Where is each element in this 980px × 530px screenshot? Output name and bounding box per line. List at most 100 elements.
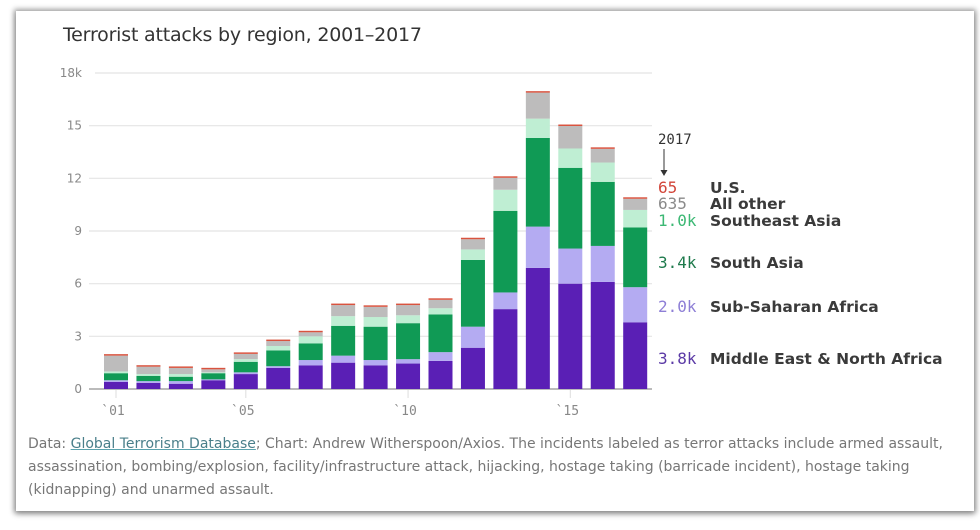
source-link[interactable]: Global Terrorism Database (70, 436, 256, 452)
bar-segment-south-asia (460, 259, 485, 327)
bar-segment-u-s (460, 237, 485, 240)
bar-segment-southeast-asia (331, 316, 356, 326)
y-tick-label: 0 (74, 382, 82, 396)
bar-segment-sub-saharan-africa (136, 381, 161, 383)
bar-segment-south-asia (590, 181, 615, 246)
y-tick-label: 9 (74, 224, 82, 238)
bar-segment-south-asia (558, 167, 583, 249)
end-label-value: 65 (658, 178, 677, 197)
bar-segment-all-other (363, 306, 388, 318)
bar-segment-southeast-asia (233, 359, 258, 362)
bar-segment-u-s (493, 176, 518, 178)
x-tick-label: `01 (101, 404, 124, 419)
bar-segment-all-other (104, 355, 128, 372)
caption-text: ; Chart: Andrew Witherspoon/Axios. The i… (28, 436, 943, 498)
bar-segment-southeast-asia (363, 317, 388, 327)
bar-segment-south-asia (363, 326, 388, 361)
bar-segment-southeast-asia (168, 374, 193, 377)
bar-segment-south-asia (331, 325, 356, 356)
bar-segment-u-s (331, 303, 356, 306)
bar-segment-middle-east-north-africa (590, 281, 615, 389)
bar-segment-sub-saharan-africa (201, 379, 226, 381)
end-label-name: Sub-Saharan Africa (710, 298, 879, 316)
bar-segment-middle-east-north-africa (558, 283, 583, 389)
annotation-year: 2017 (658, 132, 692, 148)
bar-segment-southeast-asia (396, 315, 421, 324)
bar-stack-2002 (136, 365, 161, 389)
bar-segment-southeast-asia (428, 308, 453, 315)
bar-segment-middle-east-north-africa (396, 363, 421, 389)
end-label-value: 1.0k (658, 211, 697, 230)
bar-segment-u-s (590, 147, 615, 149)
bar-segment-all-other (460, 239, 485, 250)
bar-segment-all-other (493, 177, 518, 190)
bar-segment-south-asia (623, 227, 648, 288)
bar-segment-southeast-asia (266, 345, 291, 351)
bar-segment-south-asia (201, 373, 226, 380)
bar-segment-southeast-asia (201, 372, 226, 374)
bar-segment-south-asia (493, 210, 518, 293)
bar-segment-middle-east-north-africa (525, 267, 550, 389)
bar-segment-south-asia (396, 323, 421, 360)
annotation-arrow-head (660, 170, 668, 176)
bar-segment-southeast-asia (460, 249, 485, 260)
bar-stack-2016 (590, 147, 615, 389)
bar-segment-u-s (201, 367, 226, 370)
bar-segment-all-other (201, 369, 226, 373)
bar-segment-all-other (396, 305, 421, 316)
bar-segment-u-s (168, 366, 193, 368)
bar-segment-u-s (233, 352, 258, 354)
end-label-value: 3.8k (658, 349, 697, 368)
end-labels: 3.8k Middle East & North Africa 2.0k Sub-Sa… (658, 132, 943, 368)
y-axis-ticks: 0 3 6 9 12 15 18k (60, 66, 82, 396)
bar-segment-u-s (525, 91, 550, 93)
bar-segment-southeast-asia (623, 209, 648, 228)
bar-segment-sub-saharan-africa (168, 381, 193, 384)
bar-segment-south-asia (298, 343, 323, 361)
bar-segment-sub-saharan-africa (623, 287, 648, 323)
end-label-name: Southeast Asia (710, 212, 841, 230)
bar-stack-2006 (266, 339, 291, 389)
bar-segment-southeast-asia (104, 371, 128, 374)
bar-segment-sub-saharan-africa (460, 326, 485, 348)
bar-segment-u-s (558, 124, 583, 127)
bar-stack-2012 (460, 237, 485, 389)
bar-segment-sub-saharan-africa (363, 360, 388, 366)
end-label-name: U.S. (710, 179, 746, 197)
bar-stack-2015 (558, 124, 583, 389)
bar-segment-southeast-asia (525, 118, 550, 138)
bar-segment-sub-saharan-africa (331, 355, 356, 363)
bar-segment-sub-saharan-africa (493, 292, 518, 310)
bar-segment-sub-saharan-africa (525, 226, 550, 268)
bar-segment-u-s (104, 354, 128, 356)
bar-segment-all-other (623, 198, 648, 210)
bar-segment-all-other (233, 353, 258, 360)
bar-segment-sub-saharan-africa (266, 366, 291, 368)
bar-segment-south-asia (104, 373, 128, 381)
bar-stack-2007 (298, 330, 323, 389)
end-label-value: 2.0k (658, 297, 697, 316)
bar-stack-2003 (168, 366, 193, 389)
bar-segment-sub-saharan-africa (104, 380, 128, 382)
end-label-name: Middle East & North Africa (710, 350, 943, 368)
bar-segment-u-s (136, 365, 161, 367)
bar-segment-middle-east-north-africa (233, 374, 258, 389)
bar-segment-middle-east-north-africa (266, 367, 291, 389)
bar-segment-u-s (428, 298, 453, 300)
end-label-name: All other (710, 195, 786, 213)
bar-segment-middle-east-north-africa (298, 365, 323, 389)
bar-segment-middle-east-north-africa (363, 365, 388, 389)
bar-segment-south-asia (525, 137, 550, 227)
bar-segment-sub-saharan-africa (298, 360, 323, 366)
bar-segment-south-asia (136, 375, 161, 382)
bar-segment-sub-saharan-africa (233, 372, 258, 375)
bar-stack-2011 (428, 298, 453, 389)
bar-stack-2009 (363, 305, 388, 389)
bar-segment-all-other (590, 148, 615, 163)
bar-stack-2010 (396, 303, 421, 389)
x-tick-label: `15 (556, 404, 579, 419)
x-tick-label: `10 (393, 404, 416, 419)
bar-segment-middle-east-north-africa (168, 383, 193, 389)
bar-segment-middle-east-north-africa (104, 381, 128, 389)
bar-segment-all-other (136, 366, 161, 375)
